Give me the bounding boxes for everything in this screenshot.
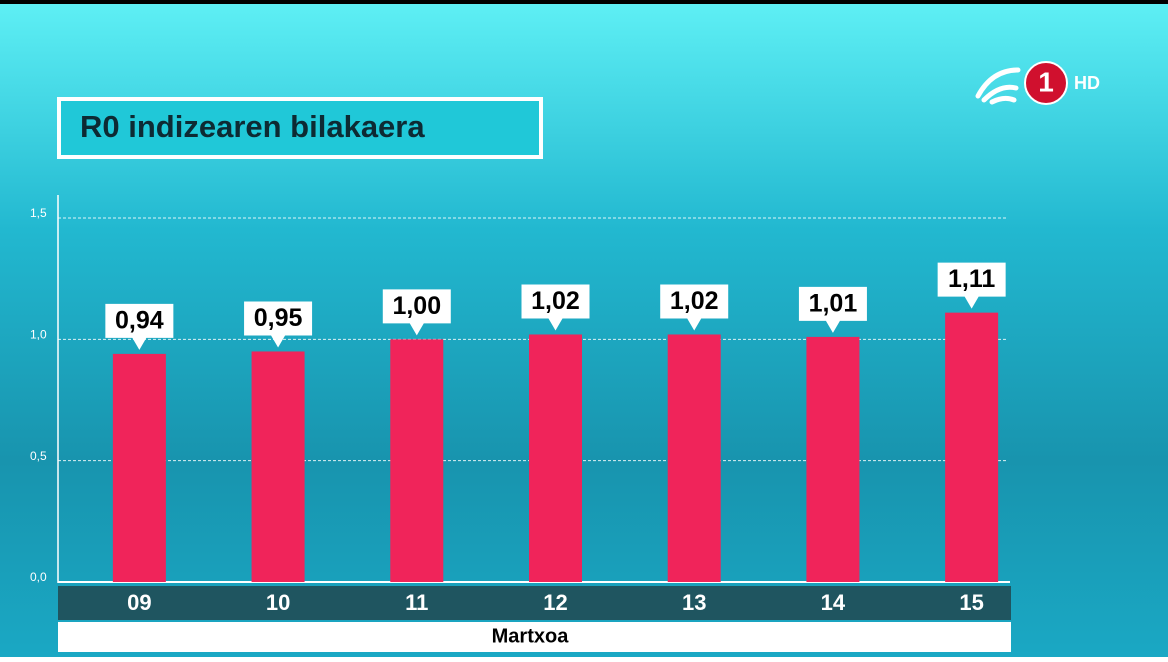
- bar: [112, 353, 166, 582]
- value-label: 1,00: [392, 292, 441, 320]
- logo-channel: 1: [1038, 66, 1054, 97]
- y-tick-label: 1,0: [30, 328, 47, 342]
- value-label: 0,95: [254, 304, 303, 332]
- x-tick-label: 09: [127, 590, 151, 615]
- value-label-box: [382, 289, 451, 336]
- top-bar: [0, 0, 1168, 4]
- chart-title: R0 indizearen bilakaera: [80, 109, 425, 144]
- value-label-box: [798, 286, 867, 333]
- x-tick-label: 14: [821, 590, 846, 615]
- x-axis-label: Martxoa: [492, 625, 570, 647]
- value-label-box: [660, 284, 729, 331]
- bar: [251, 351, 305, 582]
- value-label: 1,02: [531, 287, 580, 315]
- bar: [667, 334, 721, 582]
- x-tick-label: 11: [405, 590, 428, 615]
- x-tick-label: 15: [959, 590, 983, 615]
- bar: [806, 336, 860, 582]
- logo-swirl: [975, 67, 1021, 105]
- value-label-box: [521, 284, 590, 331]
- x-label-strip: [58, 622, 1011, 652]
- value-label: 1,11: [948, 265, 995, 293]
- value-label: 1,02: [670, 287, 719, 315]
- y-tick-label: 0,0: [30, 570, 47, 584]
- logo-circle: [1024, 61, 1068, 105]
- title-box: [57, 97, 543, 159]
- y-tick-label: 0,5: [30, 449, 47, 463]
- logo: 1 HD: [975, 61, 1100, 105]
- value-label-box: [105, 303, 174, 350]
- bar: [945, 312, 999, 582]
- logo-quality: HD: [1074, 73, 1100, 93]
- x-tick-label: 12: [543, 590, 567, 615]
- value-label: 0,94: [115, 307, 164, 335]
- value-label: 1,01: [809, 290, 858, 318]
- bar: [390, 339, 444, 582]
- x-tick-label: 10: [266, 590, 290, 615]
- value-label-box: [244, 301, 313, 348]
- value-label-box: [937, 262, 1006, 309]
- y-tick-label: 1,5: [30, 206, 47, 220]
- category-strip: [58, 586, 1011, 620]
- x-tick-label: 13: [682, 590, 706, 615]
- bar: [529, 334, 582, 582]
